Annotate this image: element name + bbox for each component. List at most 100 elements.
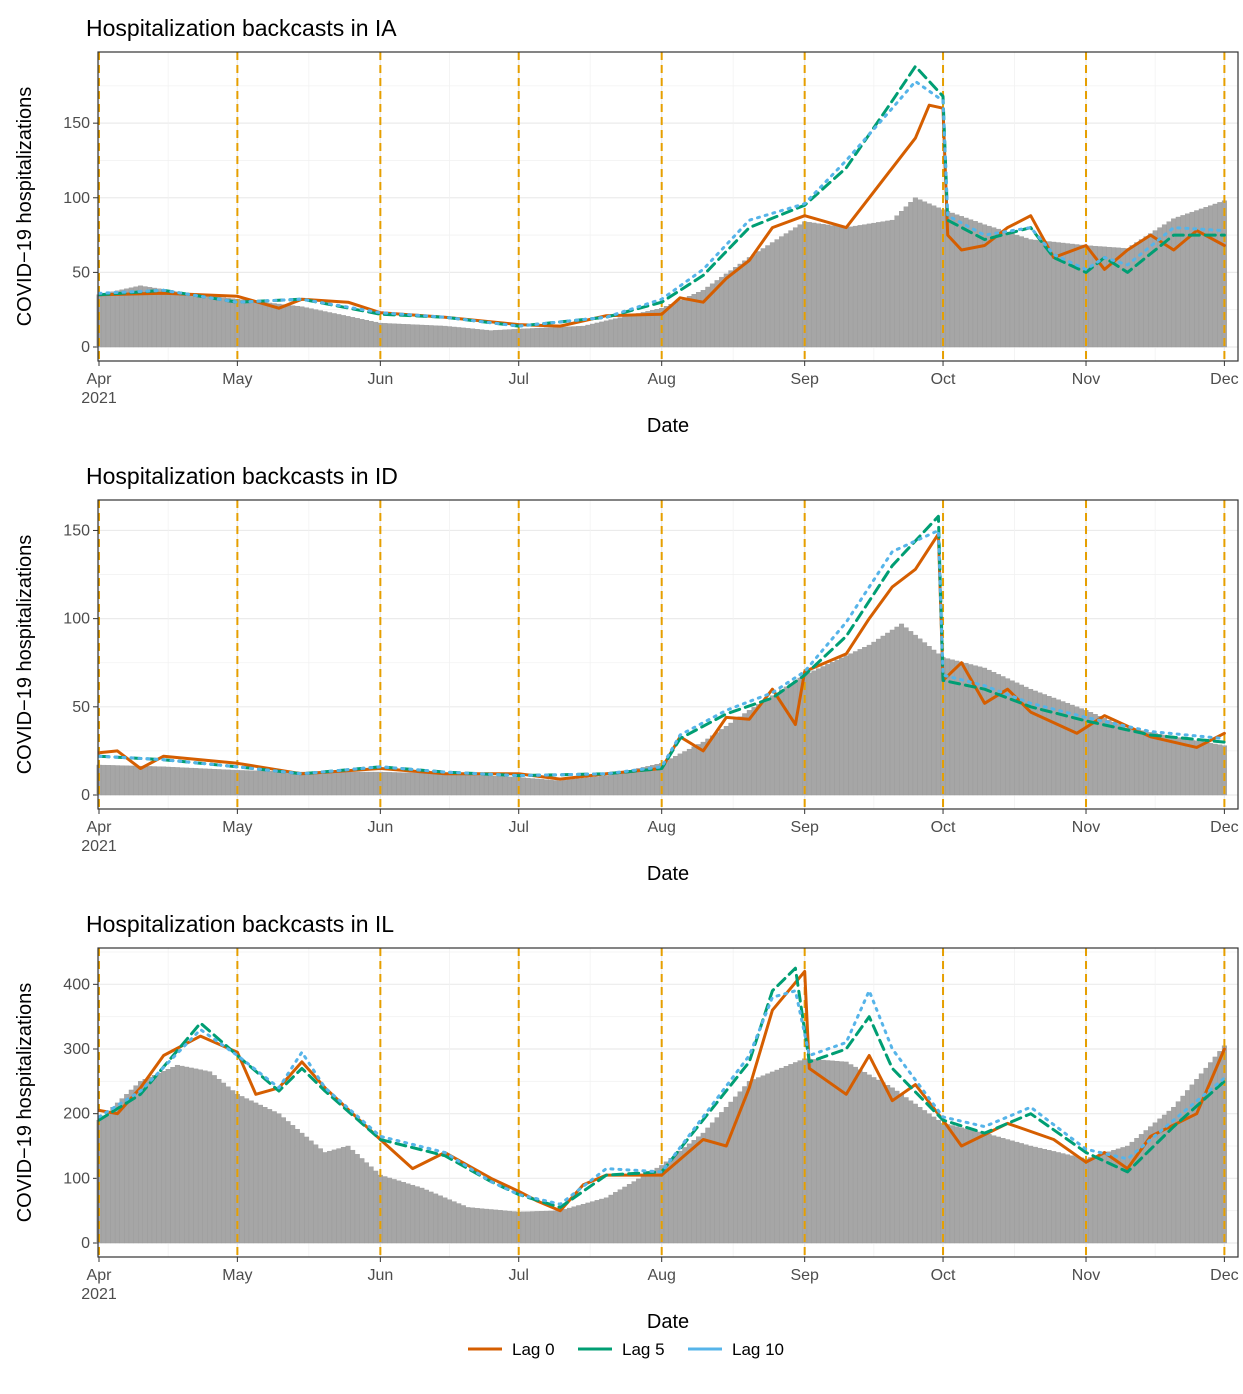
bar (1125, 727, 1131, 796)
bar (193, 1068, 199, 1244)
bar (373, 771, 379, 796)
bar (571, 1206, 577, 1244)
bar (161, 289, 167, 348)
bar (935, 207, 941, 348)
bar (423, 773, 429, 796)
bar (387, 1177, 393, 1244)
bar (603, 320, 609, 348)
x-tick-sublabel: 2021 (81, 1286, 117, 1303)
bar (290, 305, 296, 348)
bar (1023, 237, 1029, 348)
bar (1023, 1144, 1029, 1244)
bar (719, 276, 725, 348)
bar (668, 304, 674, 348)
bar (456, 327, 462, 348)
bar (829, 225, 835, 348)
bar (410, 1184, 416, 1244)
bar (474, 329, 480, 348)
bar (382, 323, 388, 348)
bar (119, 289, 125, 348)
bar (451, 1201, 457, 1244)
bar (783, 686, 789, 796)
bar (1009, 1140, 1015, 1244)
bar (548, 779, 554, 796)
bar (617, 1189, 623, 1244)
bar (894, 1090, 900, 1244)
bar (788, 1064, 794, 1244)
bar (1014, 1141, 1020, 1244)
bar (308, 1140, 314, 1244)
bar (239, 770, 245, 796)
bar (645, 311, 651, 348)
bar (935, 653, 941, 796)
bar (1143, 731, 1149, 796)
bar (751, 1079, 757, 1244)
bar (530, 778, 536, 796)
bar (668, 758, 674, 796)
bar (875, 222, 881, 348)
bar (968, 1129, 974, 1244)
bar (991, 672, 997, 796)
bar (280, 304, 286, 348)
bar (682, 1147, 688, 1244)
bar (313, 771, 319, 796)
bar (608, 1194, 614, 1244)
bar (1000, 230, 1006, 348)
bar (963, 217, 969, 348)
bar (603, 1197, 609, 1244)
bar (193, 768, 199, 796)
bar (899, 210, 905, 348)
bar (1051, 1151, 1057, 1244)
bar (410, 772, 416, 796)
bar (686, 748, 692, 796)
bar (903, 1097, 909, 1244)
y-tick-label: 0 (81, 339, 90, 356)
bar (825, 224, 831, 348)
bar (433, 1193, 439, 1244)
bar (1014, 234, 1020, 348)
bar (124, 1094, 130, 1244)
x-tick-sublabel: 2021 (81, 838, 117, 855)
bar (774, 1069, 780, 1244)
bar (857, 225, 863, 348)
bar (110, 765, 116, 796)
bar (304, 771, 310, 796)
bar (488, 330, 494, 348)
bar (723, 1106, 729, 1244)
bar (751, 707, 757, 796)
bar (889, 629, 895, 796)
bar (405, 324, 411, 348)
bar (534, 328, 540, 348)
bar (899, 1094, 905, 1244)
x-tick-label: Apr (87, 371, 113, 388)
bar (359, 771, 365, 796)
bar (576, 326, 582, 348)
bar (599, 775, 605, 796)
bar (825, 1060, 831, 1244)
bar (640, 1175, 646, 1244)
bar (1208, 743, 1214, 796)
bar (239, 299, 245, 348)
bar (460, 327, 466, 348)
bar (673, 302, 679, 348)
bar (405, 772, 411, 796)
bar (1120, 725, 1126, 796)
bar (124, 288, 130, 348)
x-tick-label: Jun (367, 819, 393, 836)
bar (322, 1152, 328, 1244)
bar (179, 292, 185, 348)
bar (138, 1081, 144, 1244)
y-tick-label: 100 (63, 611, 90, 628)
bar (428, 325, 434, 348)
bar (193, 294, 199, 348)
series-line-lag-5 (97, 64, 1226, 328)
bar (889, 219, 895, 348)
bar (170, 767, 176, 796)
bar (760, 701, 766, 796)
bar (317, 1148, 323, 1244)
bar (331, 771, 337, 796)
bar (875, 638, 881, 796)
bar (626, 315, 632, 348)
bar (1217, 744, 1223, 796)
bar (954, 214, 960, 348)
